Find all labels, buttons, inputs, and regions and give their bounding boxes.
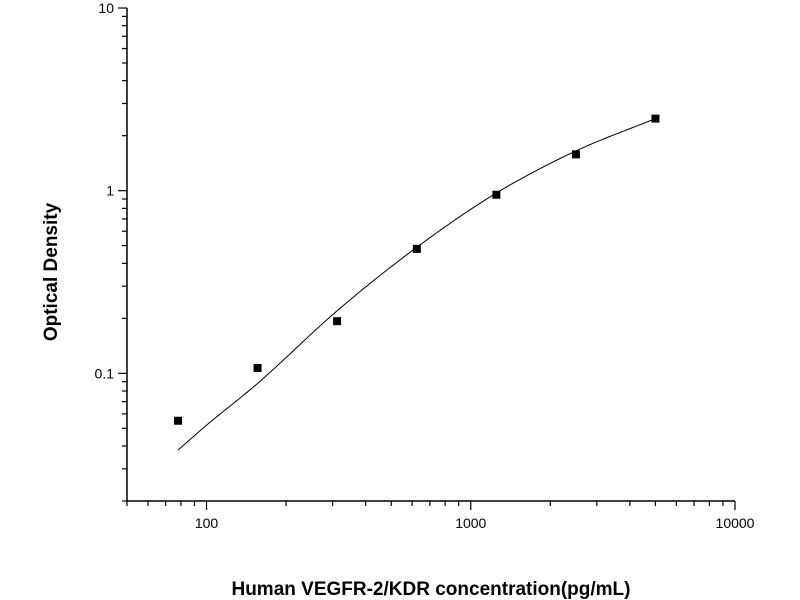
y-axis-title: Optical Density (41, 202, 62, 341)
y-tick-label: 1 (106, 183, 114, 199)
x-axis-title: Human VEGFR-2/KDR concentration(pg/mL) (231, 579, 630, 600)
data-point (174, 416, 183, 425)
axes (126, 8, 735, 502)
data-point (412, 244, 421, 253)
data-point (571, 150, 580, 159)
data-point (651, 114, 660, 123)
y-tick-label: 10 (98, 0, 114, 16)
y-tick-label: 0.1 (95, 365, 115, 381)
data-point (492, 190, 501, 199)
data-point (333, 317, 342, 326)
major-ticks (118, 7, 736, 510)
minor-ticks (122, 15, 724, 506)
x-tick-label: 100 (195, 515, 219, 531)
fit-curve-layer (177, 118, 656, 451)
tick-labels: 100 1000 10000 0.1 1 10 (95, 0, 755, 531)
data-points-layer (174, 114, 660, 425)
x-tick-label: 10000 (716, 515, 755, 531)
fit-curve (177, 118, 656, 451)
x-tick-label: 1000 (455, 515, 486, 531)
data-point (253, 363, 262, 372)
